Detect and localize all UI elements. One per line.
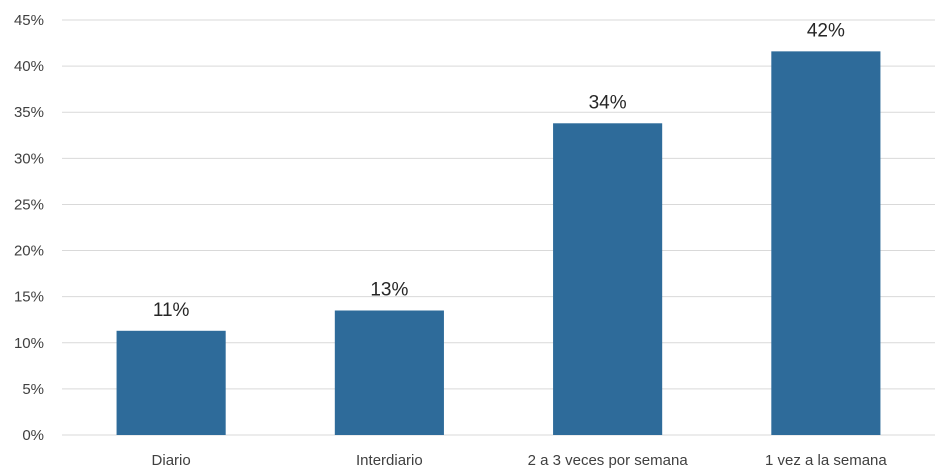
data-label: 34%	[589, 92, 627, 113]
y-tick-label: 25%	[14, 196, 44, 213]
x-tick-label: 1 vez a la semana	[765, 452, 887, 468]
y-axis-ticks: 0% 5% 10% 15% 20% 25% 30% 35% 40% 45%	[14, 12, 44, 444]
y-tick-label: 40%	[14, 58, 44, 75]
bar	[771, 51, 881, 435]
y-tick-label: 15%	[14, 289, 44, 306]
data-label: 42%	[807, 20, 845, 41]
bars	[116, 51, 881, 436]
y-tick-label: 45%	[14, 12, 44, 29]
bar	[553, 123, 663, 436]
y-tick-label: 0%	[22, 427, 44, 444]
y-tick-label: 5%	[22, 381, 44, 398]
y-tick-label: 10%	[14, 335, 44, 352]
data-label: 13%	[370, 280, 408, 301]
y-tick-label: 30%	[14, 150, 44, 167]
bar	[116, 330, 226, 435]
y-tick-label: 35%	[14, 104, 44, 121]
y-tick-label: 20%	[14, 243, 44, 260]
x-tick-label: Interdiario	[356, 452, 423, 468]
data-label: 11%	[153, 300, 190, 321]
x-axis-ticks: Diario Interdiario 2 a 3 veces por semana 1…	[152, 452, 888, 468]
data-labels: 11% 13% 34% 42%	[153, 20, 845, 320]
x-tick-label: Diario	[152, 452, 191, 468]
bar	[334, 310, 444, 435]
x-tick-label: 2 a 3 veces por semana	[528, 452, 689, 468]
